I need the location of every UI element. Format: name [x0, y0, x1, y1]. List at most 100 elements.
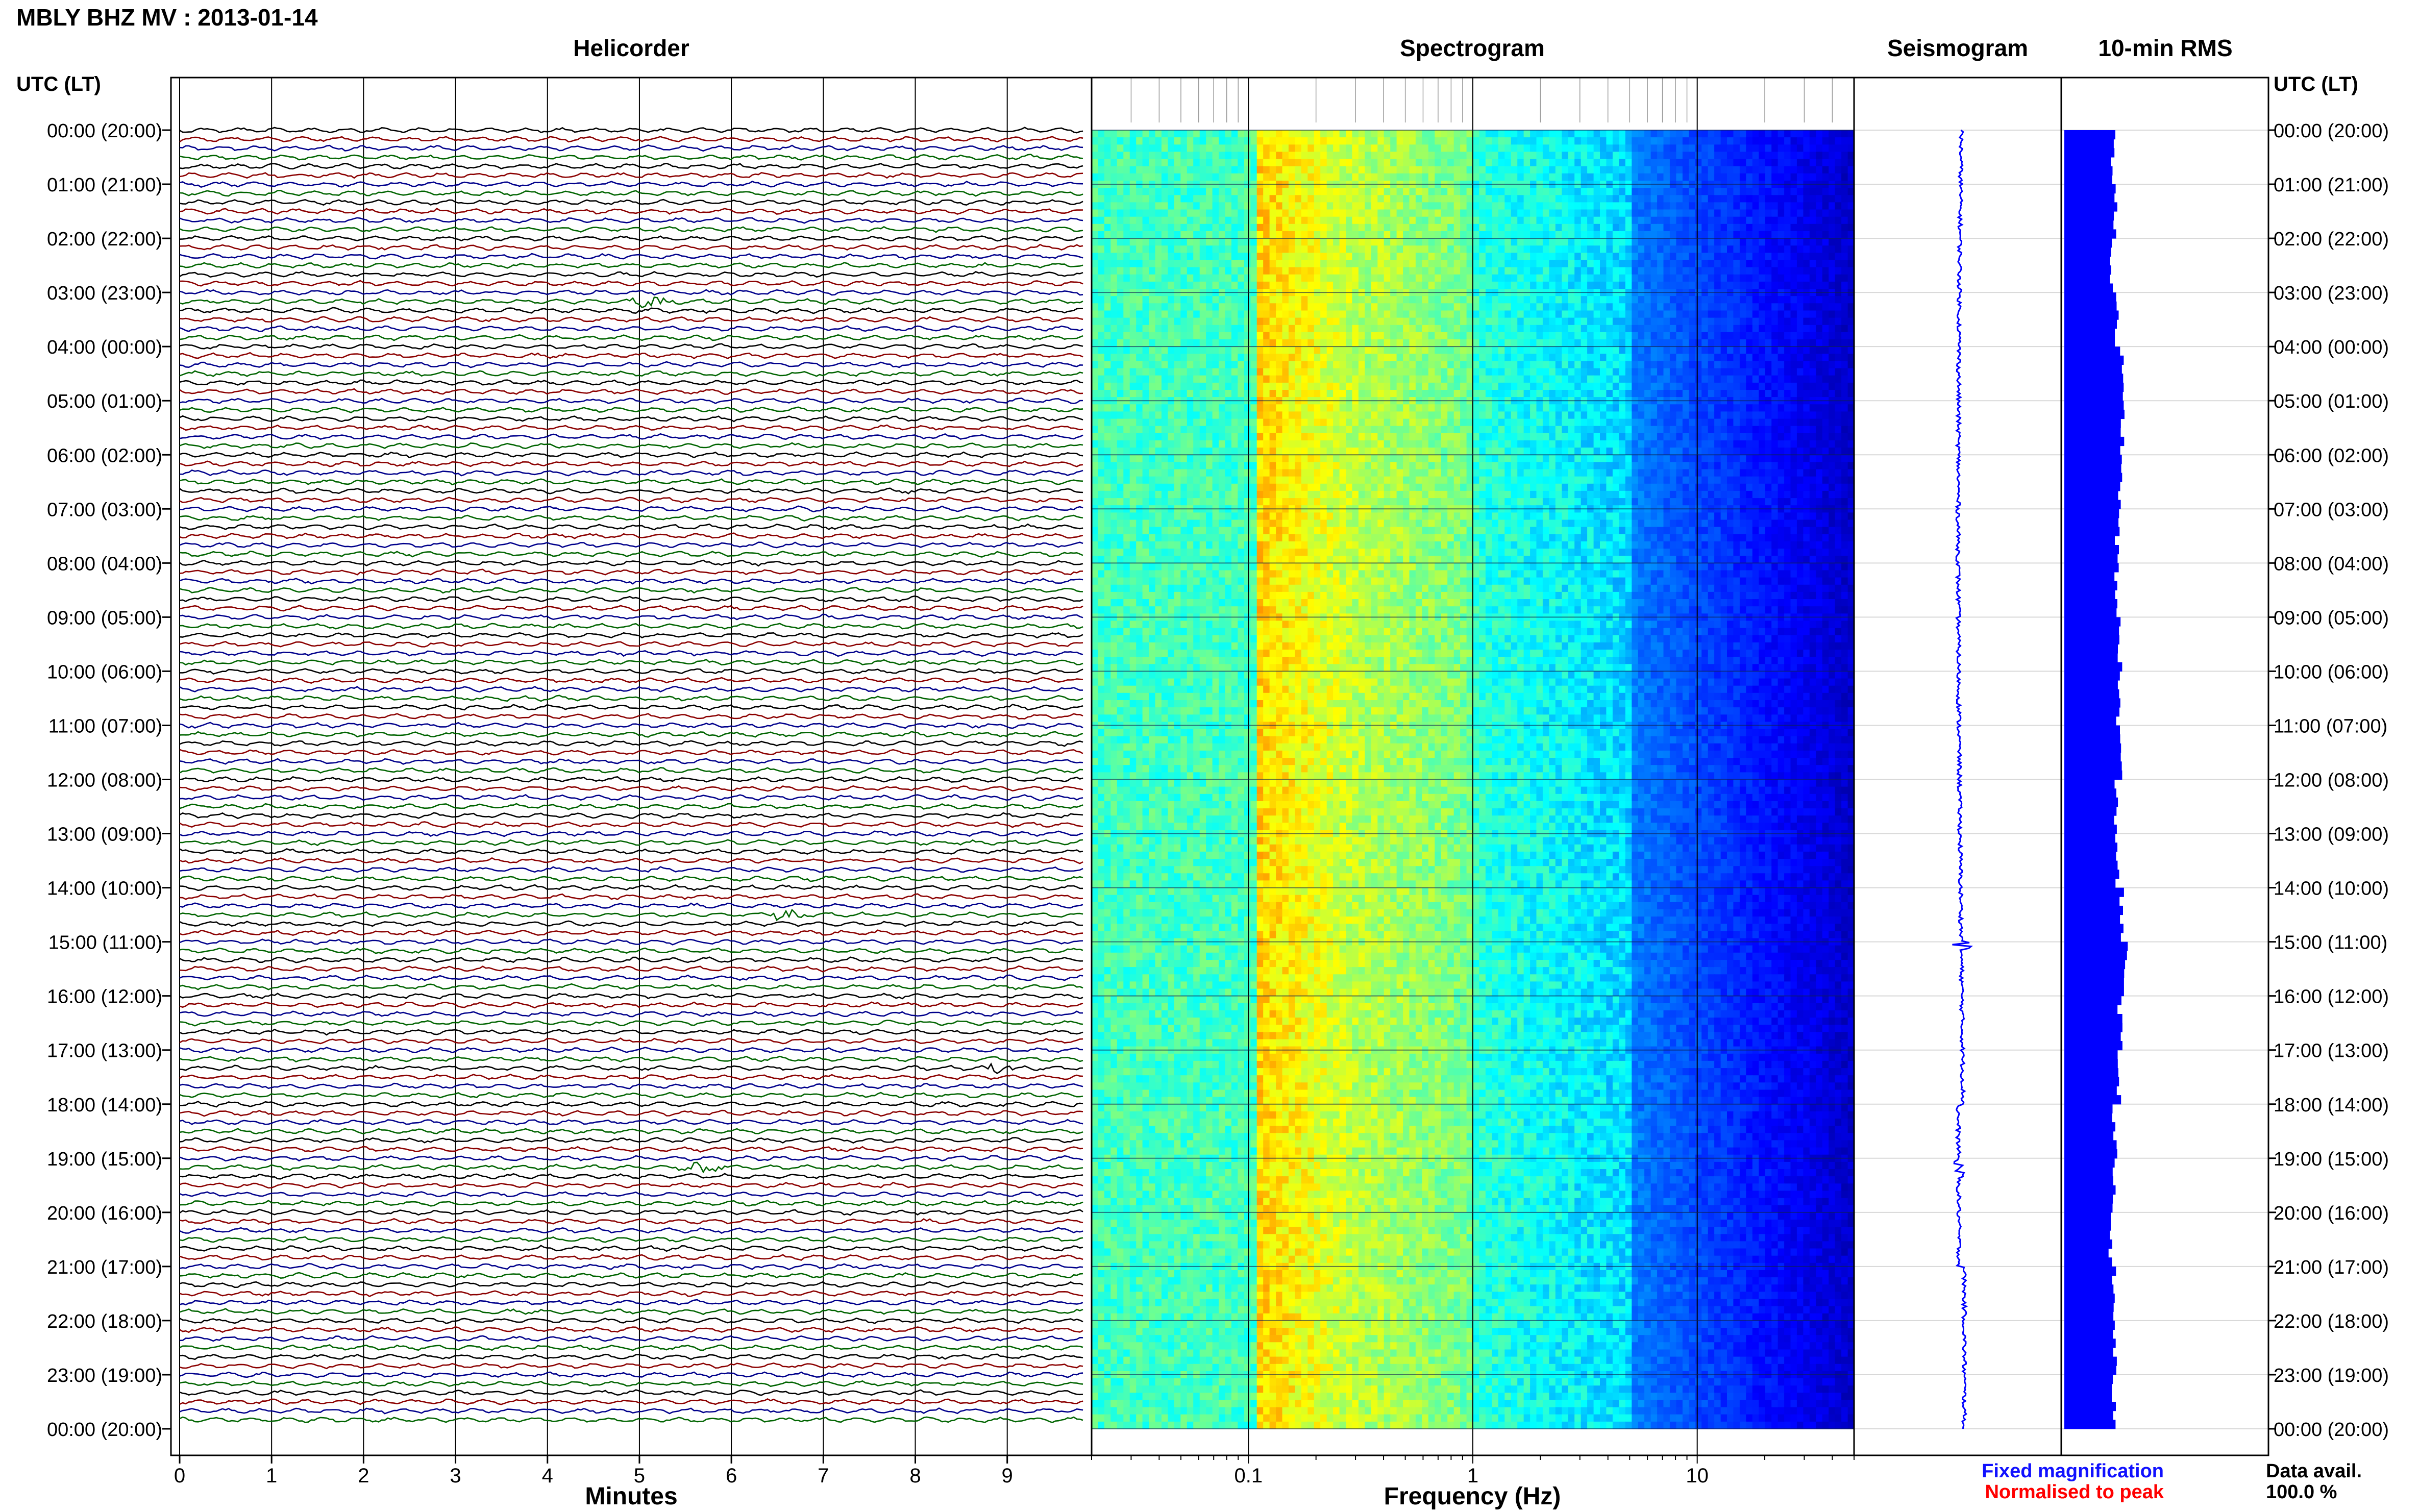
rms-bar — [2064, 1356, 2117, 1366]
rms-bar — [2064, 1284, 2114, 1294]
data-avail-label: Data avail. — [2266, 1460, 2362, 1482]
helicorder-trace — [179, 1092, 1083, 1099]
rms-bar — [2064, 806, 2117, 816]
helicorder-trace — [179, 1119, 1083, 1126]
helicorder-trace — [179, 731, 1083, 738]
rms-bar — [2064, 346, 2120, 356]
helicorder-trace — [179, 1010, 1083, 1018]
helicorder-trace — [179, 154, 1083, 161]
data-avail-value: 100.0 % — [2266, 1481, 2337, 1503]
helicorder-trace — [179, 497, 1083, 504]
rms-bar — [2064, 653, 2118, 663]
rms-bar — [2064, 1221, 2111, 1231]
time-label-left: 12:00 (08:00) — [47, 770, 162, 791]
rms-bar — [2064, 364, 2122, 374]
rms-bar — [2064, 1041, 2122, 1051]
rms-bar — [2064, 1393, 2112, 1402]
helicorder-trace — [179, 243, 1083, 251]
helicorder-trace — [179, 352, 1083, 360]
helicorder-trace — [179, 325, 1083, 332]
rms-bar — [2064, 815, 2114, 825]
helicorder-trace — [179, 253, 1083, 260]
helicorder-trace — [179, 532, 1083, 539]
rms-bar — [2064, 202, 2117, 212]
helicorder-trace — [179, 993, 1083, 1000]
rms-bar — [2064, 211, 2114, 221]
rms-bar — [2064, 1239, 2112, 1249]
rms-bar — [2064, 274, 2110, 284]
helicorder-trace — [179, 559, 1083, 567]
rms-bar — [2064, 1212, 2111, 1222]
helicorder-trace — [179, 1082, 1083, 1090]
helicorder-tick-label: 1 — [266, 1465, 277, 1487]
rms-bar — [2064, 1014, 2122, 1024]
helicorder-trace — [179, 1227, 1083, 1234]
time-label-left: 16:00 (12:00) — [47, 986, 162, 1008]
rms-bar — [2064, 482, 2120, 491]
rms-bar — [2064, 463, 2121, 474]
helicorder-trace — [179, 1137, 1083, 1144]
helicorder-trace — [179, 1416, 1083, 1424]
helicorder-trace — [179, 1262, 1083, 1271]
rms-bar — [2064, 490, 2118, 501]
rms-bar — [2064, 554, 2118, 563]
helicorder-trace — [179, 695, 1083, 702]
rms-bar — [2064, 608, 2117, 617]
time-label-right: 23:00 (19:00) — [2274, 1365, 2389, 1386]
time-label-right: 08:00 (04:00) — [2274, 553, 2389, 575]
helicorder-trace — [179, 776, 1083, 783]
rms-bar — [2064, 563, 2119, 573]
helicorder-trace — [179, 424, 1083, 431]
time-label-left: 13:00 (09:00) — [47, 824, 162, 846]
legend-normalised-to-peak: Normalised to peak — [1985, 1481, 2164, 1503]
helicorder-trace — [179, 1245, 1083, 1252]
time-label-left: 07:00 (03:00) — [47, 499, 162, 520]
rms-bar — [2064, 1023, 2122, 1032]
time-label-left: 01:00 (21:00) — [47, 175, 162, 196]
helicorder-trace — [179, 406, 1083, 413]
rms-bar — [2064, 996, 2121, 1005]
helicorder-trace — [179, 1109, 1083, 1117]
rms-bar — [2064, 328, 2115, 338]
time-label-left: 15:00 (11:00) — [48, 932, 162, 954]
time-label-right: 16:00 (12:00) — [2274, 986, 2389, 1008]
rms-bar — [2064, 689, 2119, 699]
helicorder-trace — [179, 433, 1083, 440]
helicorder-trace — [179, 1100, 1083, 1108]
rms-panel — [2060, 77, 2269, 1456]
helicorder-x-label: Minutes — [585, 1483, 677, 1510]
helicorder-trace — [179, 1208, 1083, 1216]
rms-bar — [2064, 1176, 2113, 1186]
helicorder-trace — [179, 1055, 1083, 1063]
helicorder-trace — [179, 974, 1083, 981]
time-label-right: 17:00 (13:00) — [2274, 1040, 2389, 1062]
rms-bar — [2064, 680, 2118, 690]
rms-bar — [2064, 626, 2119, 636]
helicorder-trace — [179, 478, 1083, 486]
rms-bar — [2064, 707, 2119, 717]
rms-bar — [2064, 220, 2114, 230]
spectrogram-x-label: Frequency (Hz) — [1384, 1483, 1561, 1510]
helicorder-trace — [179, 550, 1083, 558]
helicorder-trace — [179, 623, 1083, 630]
rms-bar — [2064, 987, 2124, 997]
rms-bar — [2064, 1293, 2115, 1303]
rms-bar — [2064, 933, 2121, 943]
rms-bar — [2064, 545, 2119, 555]
helicorder-trace — [179, 523, 1083, 531]
rms-bar — [2064, 1329, 2113, 1339]
helicorder-trace — [179, 920, 1083, 927]
rms-bar — [2064, 455, 2122, 464]
helicorder-trace — [179, 442, 1083, 450]
rms-bar — [2064, 581, 2117, 590]
rms-bar — [2064, 247, 2111, 257]
helicorder-trace — [179, 136, 1083, 143]
helicorder-trace — [179, 1362, 1083, 1370]
rms-bar — [2064, 1032, 2121, 1042]
rms-bar — [2064, 1059, 2118, 1069]
spectrogram-tick-label: 10 — [1686, 1465, 1709, 1487]
time-label-left: 18:00 (14:00) — [47, 1095, 162, 1116]
helicorder-trace — [179, 334, 1083, 341]
rms-bar — [2064, 500, 2121, 509]
rms-bar — [2064, 734, 2120, 744]
